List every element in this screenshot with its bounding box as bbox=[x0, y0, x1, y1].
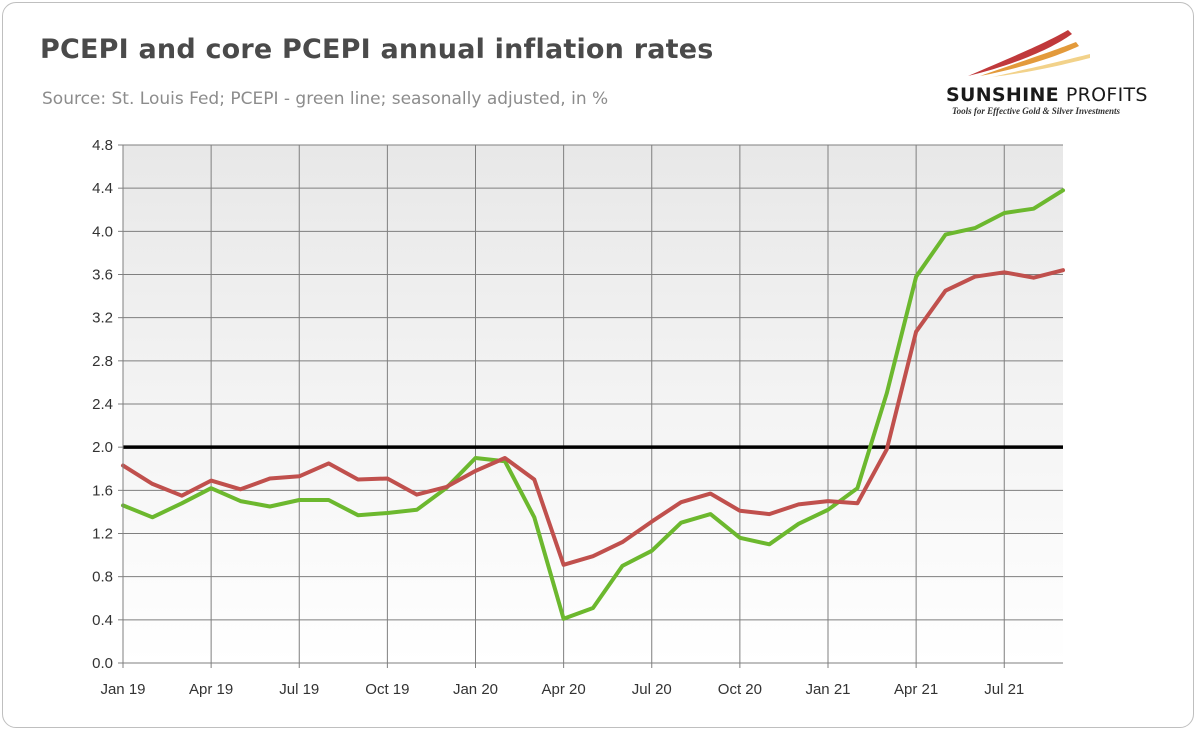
x-tick-label: Apr 21 bbox=[894, 681, 938, 698]
y-tick-label: 0.0 bbox=[92, 655, 113, 672]
chart-subtitle: Source: St. Louis Fed; PCEPI - green lin… bbox=[42, 89, 609, 109]
x-tick-label: Apr 20 bbox=[542, 681, 586, 698]
chart-title: PCEPI and core PCEPI annual inflation ra… bbox=[40, 34, 714, 65]
x-axis-ticks: Jan 19 Apr 19 Jul 19 Oct 19 Jan 20 Apr 20 Jul … bbox=[100, 663, 1024, 698]
y-tick-label: 3.6 bbox=[92, 267, 113, 284]
y-tick-label: 0.4 bbox=[92, 612, 113, 629]
pcepi-series-line bbox=[121, 188, 1065, 621]
y-tick-label: 2.0 bbox=[92, 439, 113, 456]
y-tick-label: 1.6 bbox=[92, 482, 113, 499]
y-tick-label: 4.4 bbox=[92, 180, 113, 197]
y-axis-ticks: 0.0 0.4 0.8 1.2 1.6 2.0 2.4 2.8 3.2 3.6 4.0 4.4 4.8 bbox=[92, 137, 123, 672]
logo-tagline: Tools for Effective Gold & Silver Invest… bbox=[952, 106, 1120, 116]
sunshine-profits-logo: SUNSHINE PROFITS Tools for Effective Gol… bbox=[940, 20, 1180, 120]
logo-swoosh-icon bbox=[968, 30, 1090, 77]
x-tick-label: Oct 20 bbox=[718, 681, 762, 698]
core-pcepi-series-line bbox=[121, 268, 1065, 567]
y-tick-label: 0.8 bbox=[92, 569, 113, 586]
x-tick-label: Jan 21 bbox=[805, 681, 850, 698]
y-tick-label: 4.8 bbox=[92, 137, 113, 154]
x-tick-label: Apr 19 bbox=[189, 681, 233, 698]
x-tick-label: Oct 19 bbox=[365, 681, 409, 698]
series-group bbox=[121, 188, 1065, 621]
y-tick-label: 4.0 bbox=[92, 223, 113, 240]
x-tick-label: Jul 19 bbox=[279, 681, 319, 698]
logo-name-thin: PROFITS bbox=[1065, 84, 1148, 106]
x-tick-label: Jan 20 bbox=[453, 681, 498, 698]
logo-wordmark: SUNSHINE PROFITS bbox=[946, 84, 1148, 106]
y-tick-label: 2.4 bbox=[92, 396, 113, 413]
y-tick-label: 3.2 bbox=[92, 310, 113, 327]
x-tick-label: Jul 20 bbox=[632, 681, 672, 698]
x-tick-label: Jul 21 bbox=[984, 681, 1024, 698]
y-tick-label: 2.8 bbox=[92, 353, 113, 370]
logo-name-bold: SUNSHINE bbox=[946, 84, 1059, 106]
y-tick-label: 1.2 bbox=[92, 526, 113, 543]
x-tick-label: Jan 19 bbox=[100, 681, 145, 698]
